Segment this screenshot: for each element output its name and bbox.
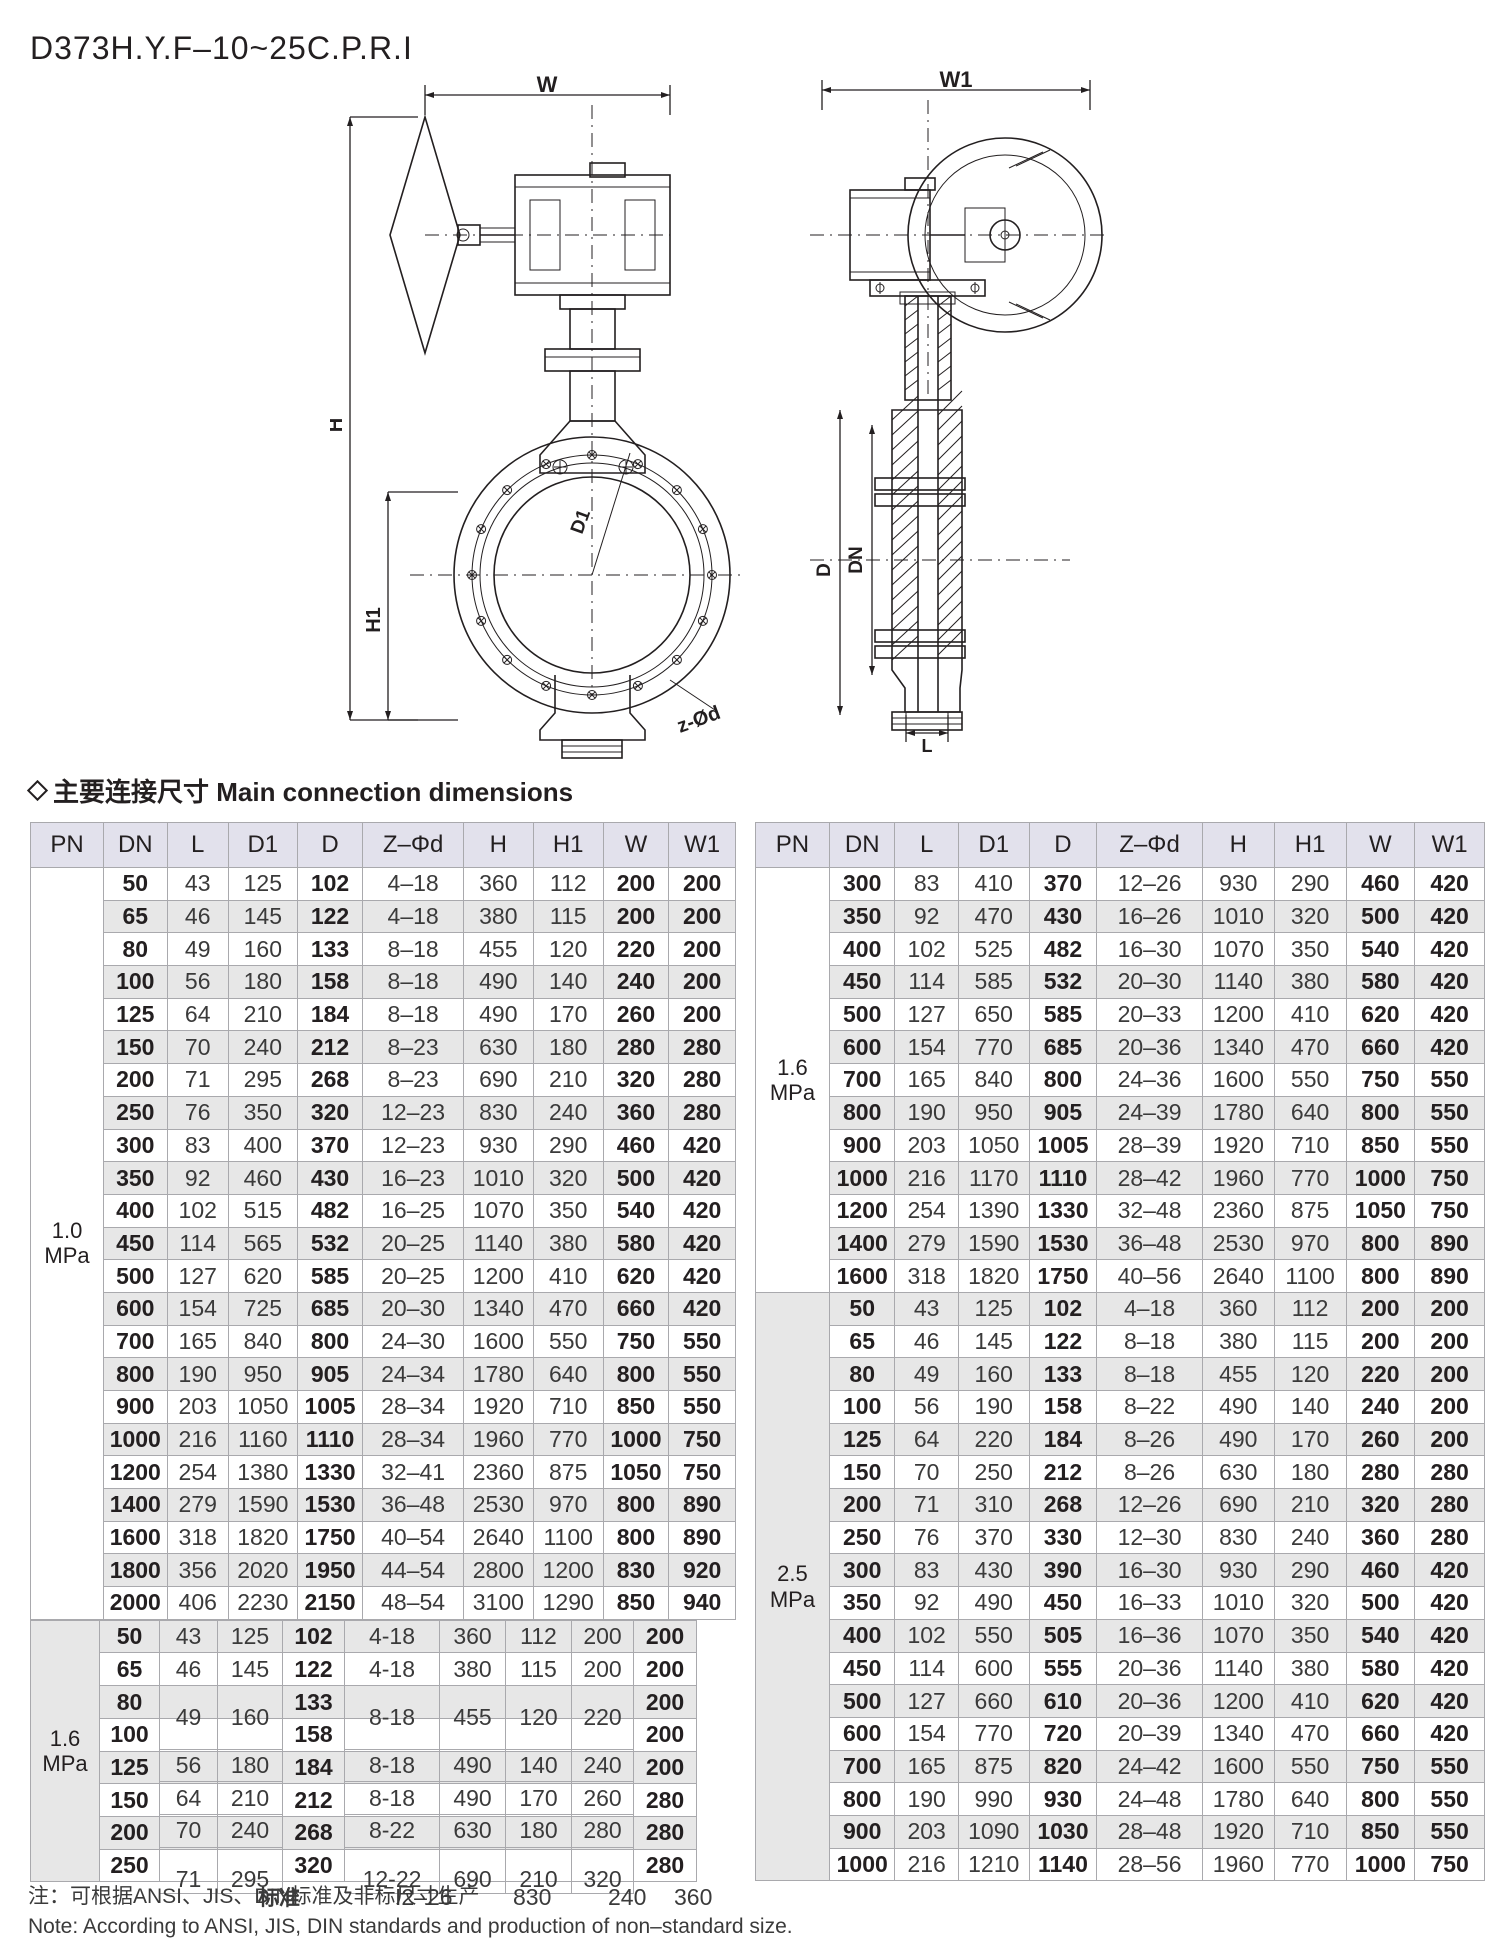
svg-text:z-Ød: z-Ød [674,702,723,738]
svg-text:D1: D1 [567,506,595,536]
svg-text:W: W [537,75,558,97]
svg-text:L: L [922,736,933,756]
svg-text:H1: H1 [363,607,385,633]
svg-text:W1: W1 [940,70,973,92]
svg-text:D: D [814,563,835,577]
svg-text:H: H [330,418,347,432]
